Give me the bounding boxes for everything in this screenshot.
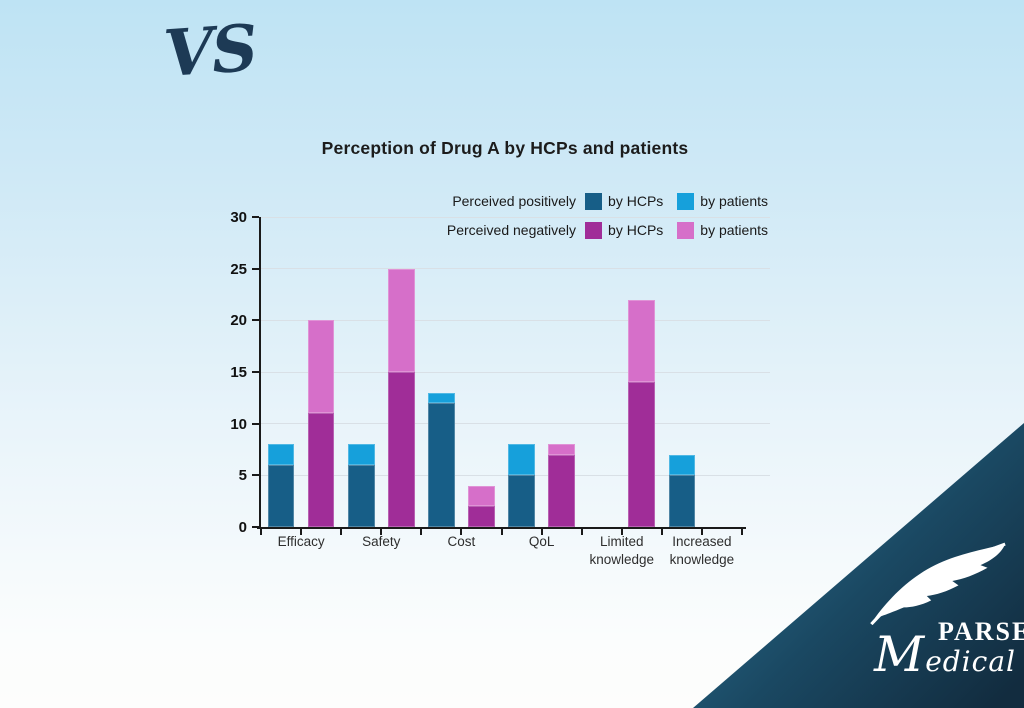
x-axis-tick [420,529,423,535]
x-category-label: Efficacy [277,534,325,549]
brand-name-medical: Medical [874,626,1016,683]
legend-label-negative: Perceived negatively [446,222,577,238]
y-axis-tick [252,526,259,528]
y-axis-tick [252,216,259,218]
y-axis-tick-label: 25 [230,260,247,278]
y-axis-tick [252,474,259,477]
x-category-label: Increased knowledge [669,534,735,567]
x-axis-tick [580,529,583,535]
legend-row-negative: Perceived negatively by HCPs by patients [447,220,768,240]
x-axis-tick [380,529,383,535]
bar-segment [347,444,375,465]
legend-swatch-positive-hcps-icon [585,192,603,210]
x-axis-tick [460,529,463,535]
bar-segment [307,320,335,414]
x-axis-tick [340,529,343,535]
gridline [261,319,770,321]
bar-segment [628,382,656,527]
x-axis-tick [260,529,262,535]
x-axis-tick [660,529,663,535]
x-axis-tick [540,529,543,535]
bar-segment [668,454,696,476]
legend-swatch-positive-patients-icon [677,192,695,210]
y-axis-tick [252,267,259,270]
x-category-label: Cost [447,534,476,549]
x-axis-tick [700,529,703,535]
bar-segment [508,475,535,527]
y-axis-tick-label: 20 [230,312,247,330]
bar-segment [387,268,415,372]
y-axis-tick-label: 5 [238,467,247,485]
gridline [261,268,770,270]
bar-segment [468,506,495,527]
legend-entry-positive-patients: by patients [700,193,768,209]
x-axis-tick [741,529,743,535]
bar-segment [468,485,495,507]
y-axis-tick [252,422,259,425]
chart-title: Perception of Drug A by HCPs and patient… [321,138,689,158]
bar-chart-plot-area: 0 5 10 15 20 25 30 Efficacy Safety Cost QoL Limited… [230,209,770,567]
y-axis-tick-label: 10 [230,415,247,433]
legend-row-positive: Perceived positively by HCPs by patients [452,191,768,211]
legend-swatch-negative-hcps-icon [585,221,603,239]
y-axis-tick [252,319,259,322]
bar-segment [347,465,375,527]
y-axis-line [259,217,261,529]
x-category-label: Limited knowledge [589,534,655,567]
y-axis-tick-label: 15 [230,364,247,381]
feather-quill-icon [870,542,1006,625]
bar-segment [307,413,335,527]
bar-segment [548,454,575,527]
gridline [261,371,770,373]
y-axis-tick [252,371,259,373]
legend-swatch-negative-patients-icon [677,221,695,239]
gridline [261,216,770,218]
y-axis-tick-label: 30 [230,209,247,226]
gridline [261,423,770,425]
bar-segment [668,475,696,527]
bar-segment [387,372,415,527]
bar-segment [428,392,455,403]
chart-legend: Perceived positively by HCPs by patients… [447,191,768,240]
legend-entry-positive-hcps: by HCPs [608,193,664,209]
x-category-label: Safety [362,534,401,549]
x-axis-tick [620,529,623,535]
x-axis-tick [300,529,303,535]
legend-entry-negative-patients: by patients [700,222,768,238]
legend-label-positive: Perceived positively [452,193,577,209]
x-category-label: QoL [528,534,555,549]
bar-segment [428,403,455,527]
brand-name-parse: PARSE [938,617,1024,646]
bar-segment [267,444,295,465]
y-axis-tick-label: 0 [238,519,247,536]
x-axis-line [257,527,746,529]
bar-segment [628,299,656,383]
bar-segment [508,444,535,476]
vs-logo: VS [161,10,259,93]
legend-entry-negative-hcps: by HCPs [608,222,664,238]
x-axis-tick [500,529,503,535]
bar-segment [548,444,575,455]
parse-medical-logo: PARSE Medical [850,537,1024,705]
bar-segment [267,465,295,527]
